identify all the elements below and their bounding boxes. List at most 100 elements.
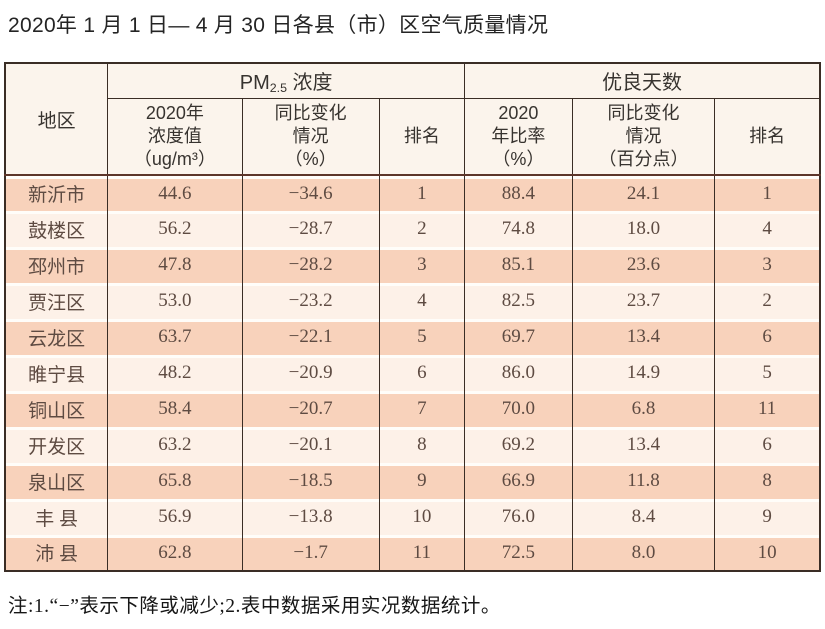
pm-value-cell: 65.8 bbox=[107, 463, 243, 499]
pm-change-cell: −22.1 bbox=[242, 319, 380, 355]
good-ratio-cell: 86.0 bbox=[464, 355, 573, 391]
good-change-cell: 6.8 bbox=[572, 391, 716, 427]
pm25-subscript: 2.5 bbox=[269, 81, 287, 96]
table-row: 云龙区 63.7 −22.1 5 69.7 13.4 6 bbox=[5, 319, 821, 355]
table-row: 贾汪区 53.0 −23.2 4 82.5 23.7 2 bbox=[5, 283, 821, 319]
good-change-cell: 18.0 bbox=[572, 211, 716, 247]
good-change-cell: 23.7 bbox=[572, 283, 716, 319]
pm-value-cell: 56.2 bbox=[107, 211, 243, 247]
region-cell: 贾汪区 bbox=[5, 283, 109, 319]
region-cell: 铜山区 bbox=[5, 391, 109, 427]
header-good-change: 同比变化 情况 （百分点） bbox=[571, 97, 716, 176]
region-cell: 云龙区 bbox=[5, 319, 109, 355]
table-row: 开发区 63.2 −20.1 8 69.2 13.4 6 bbox=[5, 427, 821, 463]
good-rank-cell: 6 bbox=[714, 427, 821, 463]
good-change-cell: 8.4 bbox=[572, 499, 716, 535]
region-cell: 新沂市 bbox=[5, 175, 109, 211]
good-ratio-cell: 69.7 bbox=[464, 319, 573, 355]
pm-rank-cell: 2 bbox=[379, 211, 466, 247]
table-header: 地区 PM2.5 浓度 优良天数 2020年 浓度值 （ug/m³） 同比变化 … bbox=[4, 62, 821, 176]
table-row: 鼓楼区 56.2 −28.7 2 74.8 18.0 4 bbox=[5, 211, 821, 247]
pm-change-cell: −13.8 bbox=[242, 499, 380, 535]
good-ratio-cell: 66.9 bbox=[464, 463, 573, 499]
pm-change-cell: −20.1 bbox=[242, 427, 380, 463]
header-pm-value: 2020年 浓度值 （ug/m³） bbox=[107, 97, 243, 176]
table-row: 铜山区 58.4 −20.7 7 70.0 6.8 11 bbox=[5, 391, 821, 427]
pm-rank-cell: 5 bbox=[379, 319, 466, 355]
sub-header-row: 2020年 浓度值 （ug/m³） 同比变化 情况 （%） 排名 2020 年比… bbox=[5, 97, 821, 176]
pm-rank-cell: 9 bbox=[379, 463, 466, 499]
good-ratio-cell: 76.0 bbox=[464, 499, 573, 535]
region-cell: 丰 县 bbox=[5, 499, 109, 535]
pm-rank-cell: 4 bbox=[379, 283, 466, 319]
table-row: 睢宁县 48.2 −20.9 6 86.0 14.9 5 bbox=[5, 355, 821, 391]
pm-value-cell: 47.8 bbox=[107, 247, 243, 283]
pm-change-cell: −20.9 bbox=[242, 355, 380, 391]
good-rank-cell: 1 bbox=[714, 175, 821, 211]
pm-rank-cell: 8 bbox=[379, 427, 466, 463]
table-row: 泉山区 65.8 −18.5 9 66.9 11.8 8 bbox=[5, 463, 821, 499]
good-ratio-cell: 74.8 bbox=[464, 211, 573, 247]
good-rank-cell: 9 bbox=[714, 499, 821, 535]
pm-value-cell: 56.9 bbox=[107, 499, 243, 535]
pm-rank-cell: 1 bbox=[379, 175, 466, 211]
good-rank-cell: 6 bbox=[714, 319, 821, 355]
good-ratio-cell: 72.5 bbox=[464, 535, 573, 571]
good-ratio-cell: 85.1 bbox=[464, 247, 573, 283]
good-change-cell: 14.9 bbox=[572, 355, 716, 391]
good-ratio-cell: 70.0 bbox=[464, 391, 573, 427]
pm-change-cell: −34.6 bbox=[242, 175, 380, 211]
air-quality-table: 地区 PM2.5 浓度 优良天数 2020年 浓度值 （ug/m³） 同比变化 … bbox=[4, 62, 821, 572]
region-cell: 睢宁县 bbox=[5, 355, 109, 391]
good-rank-cell: 10 bbox=[714, 535, 821, 571]
good-rank-cell: 11 bbox=[714, 391, 821, 427]
good-change-cell: 23.6 bbox=[572, 247, 716, 283]
header-group-pm25: PM2.5 浓度 bbox=[107, 62, 466, 99]
pm-value-cell: 53.0 bbox=[107, 283, 243, 319]
region-cell: 沛 县 bbox=[5, 535, 109, 571]
pm-change-cell: −1.7 bbox=[242, 535, 380, 571]
header-good-rank: 排名 bbox=[714, 97, 821, 176]
pm-value-cell: 48.2 bbox=[107, 355, 243, 391]
pm-rank-cell: 6 bbox=[379, 355, 466, 391]
good-change-cell: 11.8 bbox=[572, 463, 716, 499]
pm-rank-cell: 10 bbox=[379, 499, 466, 535]
good-rank-cell: 5 bbox=[714, 355, 821, 391]
table-row: 新沂市 44.6 −34.6 1 88.4 24.1 1 bbox=[5, 175, 821, 211]
pm-value-cell: 62.8 bbox=[107, 535, 243, 571]
region-cell: 邳州市 bbox=[5, 247, 109, 283]
pm-value-cell: 44.6 bbox=[107, 175, 243, 211]
good-change-cell: 8.0 bbox=[572, 535, 716, 571]
pm25-label: PM2.5 浓度 bbox=[239, 72, 333, 96]
good-ratio-cell: 88.4 bbox=[464, 175, 573, 211]
header-good-ratio: 2020 年比率 （%） bbox=[464, 97, 573, 176]
pm-change-cell: −18.5 bbox=[242, 463, 380, 499]
header-pm-rank: 排名 bbox=[378, 97, 466, 176]
pm-rank-cell: 7 bbox=[379, 391, 466, 427]
pm-value-cell: 58.4 bbox=[107, 391, 243, 427]
good-change-cell: 13.4 bbox=[572, 319, 716, 355]
header-region: 地区 bbox=[4, 62, 109, 176]
pm-rank-cell: 3 bbox=[379, 247, 466, 283]
header-pm-change: 同比变化 情况 （%） bbox=[241, 97, 380, 176]
table-row: 沛 县 62.8 −1.7 11 72.5 8.0 10 bbox=[5, 535, 821, 571]
good-rank-cell: 8 bbox=[714, 463, 821, 499]
good-ratio-cell: 82.5 bbox=[464, 283, 573, 319]
good-change-cell: 24.1 bbox=[572, 175, 716, 211]
region-cell: 鼓楼区 bbox=[5, 211, 109, 247]
header-group-good-days: 优良天数 bbox=[464, 62, 821, 99]
pm-change-cell: −20.7 bbox=[242, 391, 380, 427]
footnote: 注:1.“−”表示下降或减少;2.表中数据采用实况数据统计。 bbox=[8, 596, 501, 617]
table-row: 丰 县 56.9 −13.8 10 76.0 8.4 9 bbox=[5, 499, 821, 535]
pm-rank-cell: 11 bbox=[379, 535, 466, 571]
pm-value-cell: 63.7 bbox=[107, 319, 243, 355]
region-cell: 泉山区 bbox=[5, 463, 109, 499]
pm-change-cell: −23.2 bbox=[242, 283, 380, 319]
group-header-row: 地区 PM2.5 浓度 优良天数 bbox=[4, 62, 821, 176]
pm-change-cell: −28.2 bbox=[242, 247, 380, 283]
region-cell: 开发区 bbox=[5, 427, 109, 463]
pm-value-cell: 63.2 bbox=[107, 427, 243, 463]
good-change-cell: 13.4 bbox=[572, 427, 716, 463]
table-row: 邳州市 47.8 −28.2 3 85.1 23.6 3 bbox=[5, 247, 821, 283]
good-rank-cell: 2 bbox=[714, 283, 821, 319]
